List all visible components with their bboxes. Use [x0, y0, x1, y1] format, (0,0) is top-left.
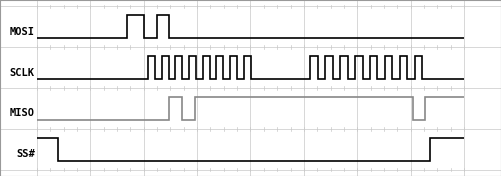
Text: SS#: SS#: [16, 149, 35, 159]
Text: MOSI: MOSI: [10, 27, 35, 37]
Text: MISO: MISO: [10, 108, 35, 118]
Text: SCLK: SCLK: [10, 68, 35, 78]
